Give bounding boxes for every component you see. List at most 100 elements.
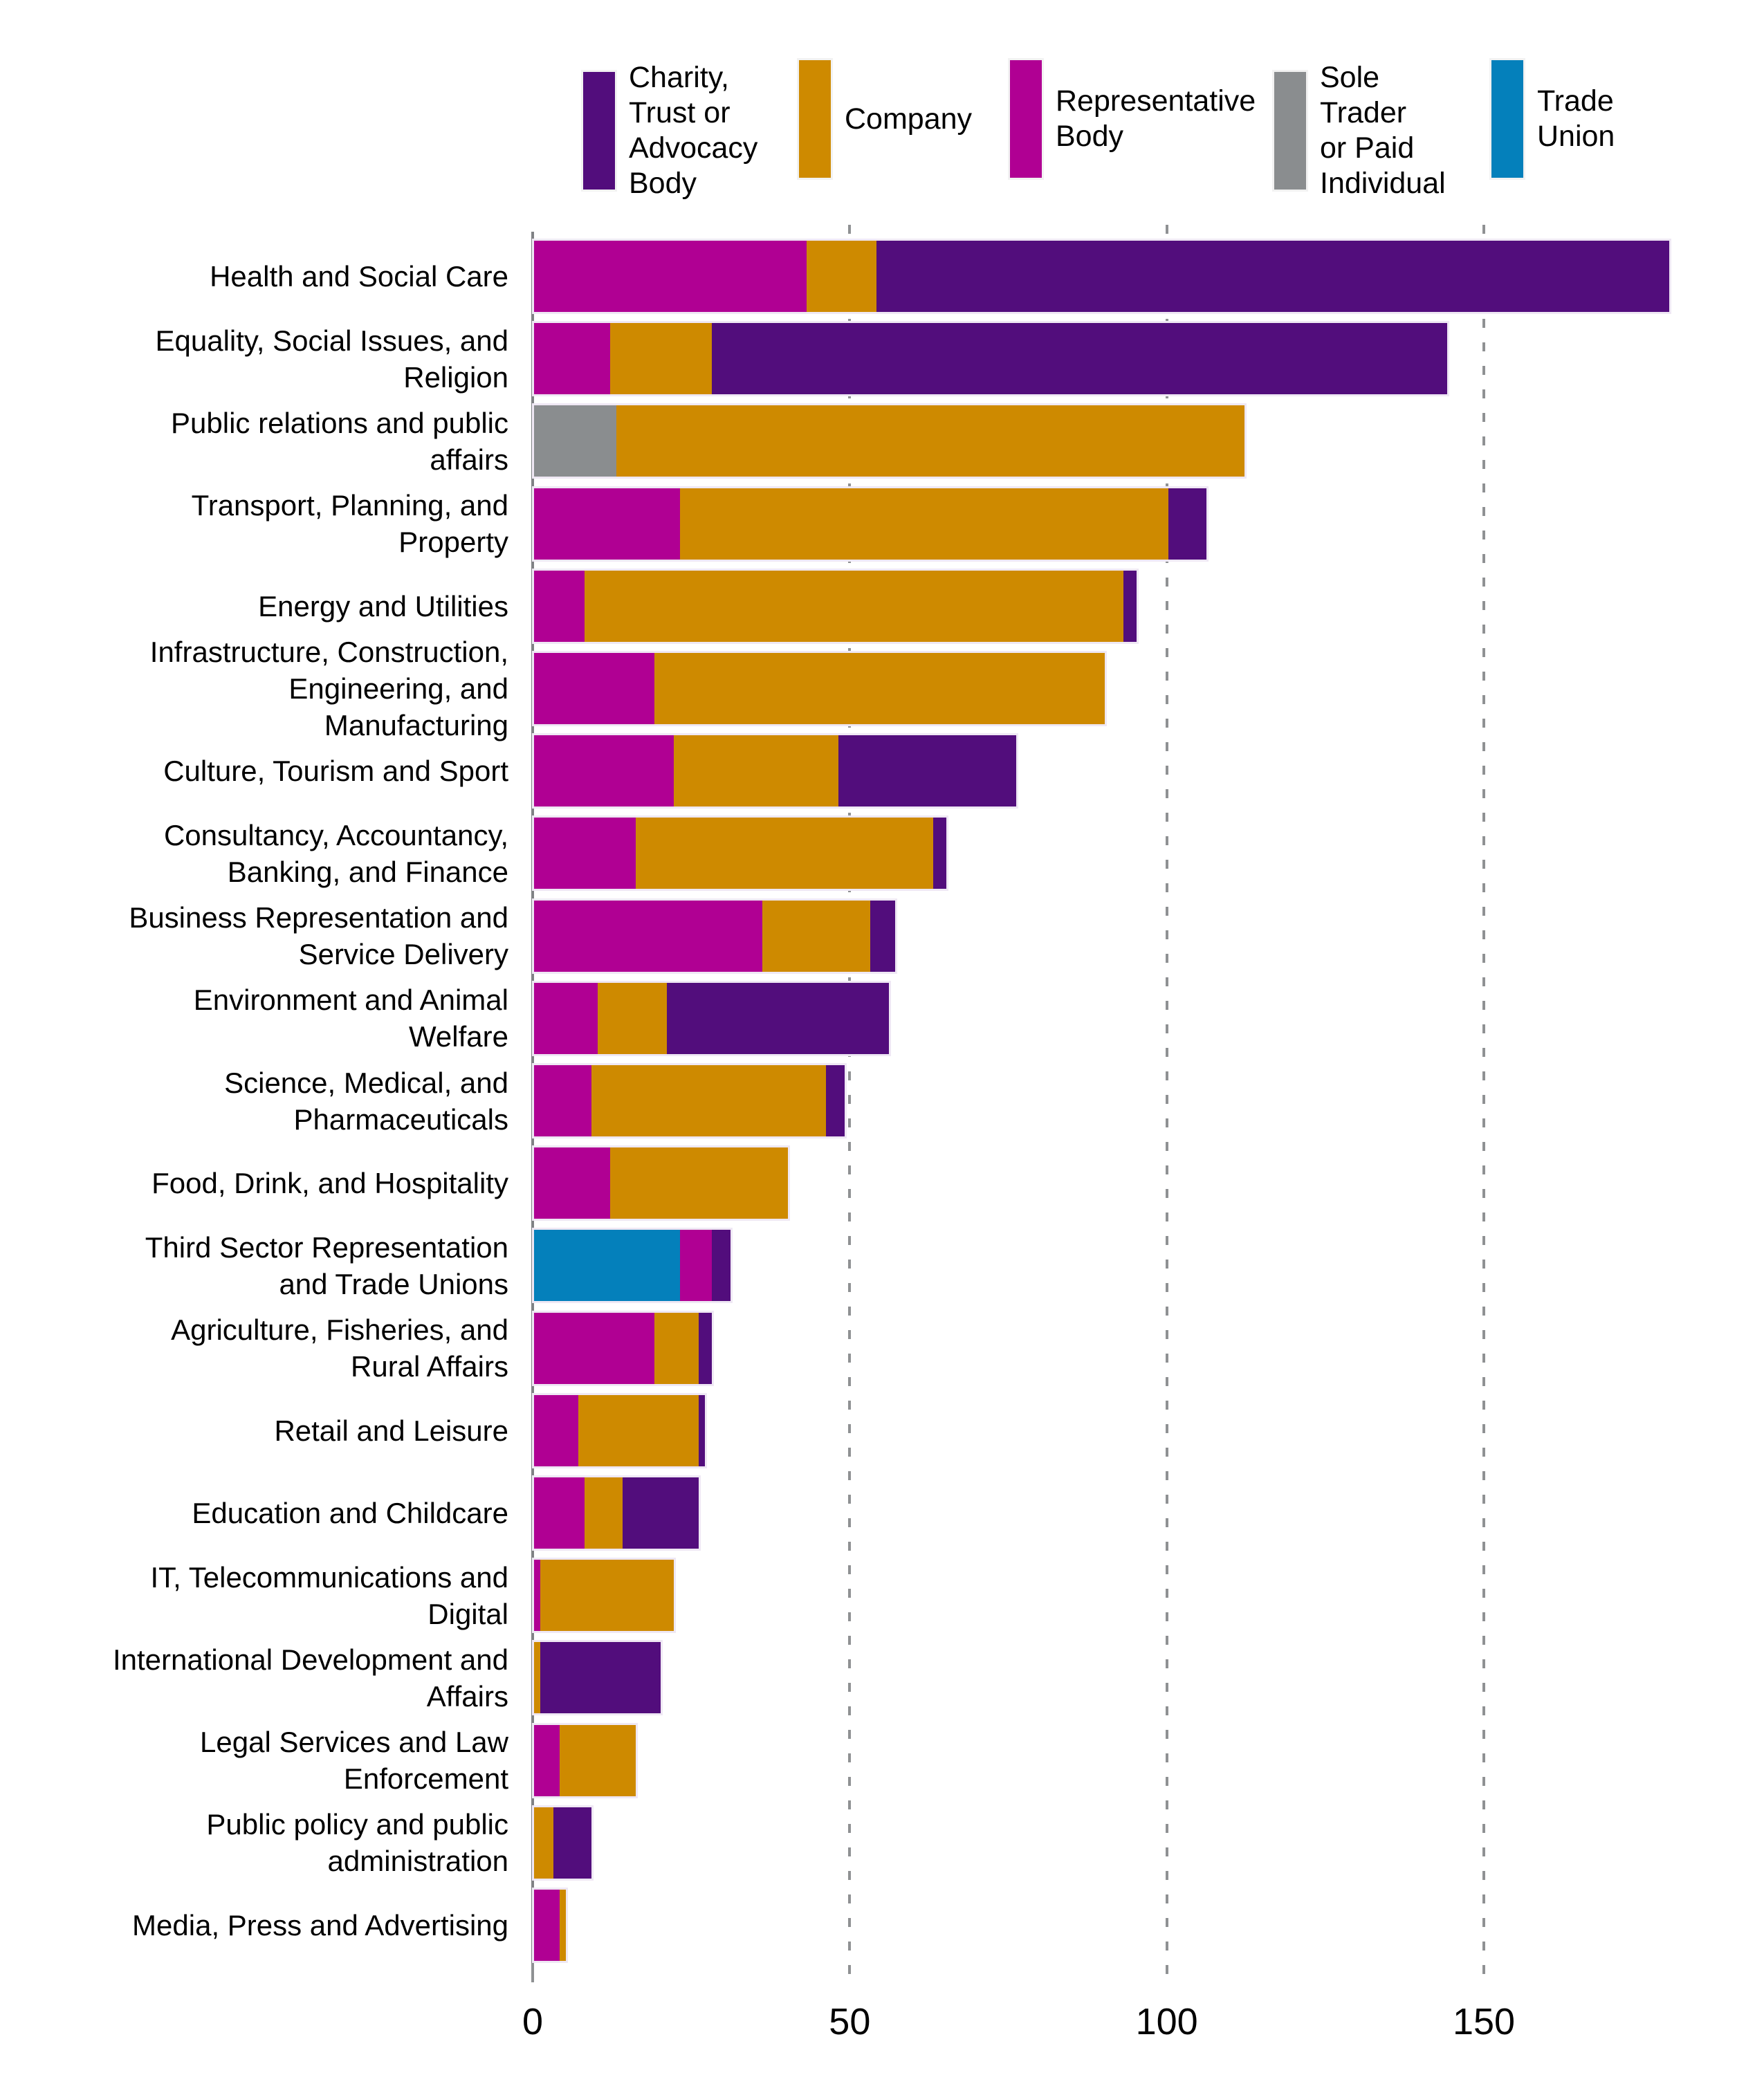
bar-business-representation-and-service-delivery [531,898,898,974]
legend-swatch-representative-body [1008,58,1044,180]
bar-segment-company [585,1477,623,1549]
bar-segment-company [807,241,876,312]
bar-segment-charity-trust-or-advocacy-body [699,1394,706,1466]
legend-item-representative-body: Representative Body [1008,58,1256,180]
y-axis-line [531,232,534,1963]
bar-segment-charity-trust-or-advocacy-body [1123,570,1137,642]
bar-segment-company [559,1890,566,1961]
bar-segment-sole-trader-or-paid-individual [534,405,617,477]
bar-media-press-and-advertising [532,1888,568,1963]
category-label-it-telecommunications-and-digital: IT, Telecommunications and Digital [150,1560,509,1630]
bar-segment-company [654,1312,699,1384]
bar-segment-company [673,735,838,807]
bar-segment-representative-body [534,323,610,395]
bar-culture-tourism-and-sport [532,733,1018,809]
bar-segment-charity-trust-or-advocacy-body [933,818,946,889]
category-label-media-press-and-advertising: Media, Press and Advertising [132,1909,508,1942]
bar-segment-company [578,1394,699,1466]
legend-swatch-sole-trader-or-paid-individual [1272,70,1308,192]
bar-energy-and-utilities [532,568,1139,644]
legend-item-trade-union: Trade Union [1489,58,1615,180]
legend-label: Charity, Trust or Advocacy Body [629,61,758,200]
bar-infrastructure-construction-engineering-and-manufacturing [532,651,1107,726]
category-label-food-drink-and-hospitality: Food, Drink, and Hospitality [151,1167,508,1200]
legend-swatch-charity-trust-or-advocacy-body [581,70,617,192]
bar-segment-company [679,488,1168,560]
bar-segment-representative-body [534,570,585,642]
legend-item-company: Company [797,58,973,180]
legend-label: Sole Trader or Paid Individual [1320,61,1446,200]
bar-segment-company [762,900,870,972]
legend-swatch-company [797,58,833,180]
bar-public-policy-and-public-administration [532,1805,594,1881]
bar-consultancy-accountancy-banking-and-finance [532,815,948,892]
category-label-culture-tourism-and-sport: Culture, Tourism and Sport [163,755,508,788]
category-label-consultancy-accountancy-banking-and-finance: Consultancy, Accountancy, Banking, and F… [163,818,508,888]
bar-segment-company [597,982,668,1054]
category-label-education-and-childcare: Education and Childcare [192,1497,508,1529]
category-label-equality-social-issues-and-religion: Equality, Social Issues, and Religion [155,324,508,394]
category-label-legal-services-and-law-enforcement: Legal Services and Law Enforcement [200,1726,508,1796]
category-label-energy-and-utilities: Energy and Utilities [258,589,508,622]
bar-segment-representative-body [534,1724,560,1796]
bar-segment-charity-trust-or-advocacy-body [623,1477,699,1549]
bar-segment-charity-trust-or-advocacy-body [553,1807,591,1879]
bar-legal-services-and-law-enforcement [532,1722,638,1798]
bar-education-and-childcare [531,1475,701,1551]
category-label-public-relations-and-public-affairs: Public relations and public affairs [171,406,508,476]
bar-segment-charity-trust-or-advocacy-body [699,1312,712,1384]
bar-segment-representative-body [679,1230,712,1302]
bar-segment-company [540,1560,674,1632]
bar-agriculture-fisheries-and-rural-affairs [532,1310,714,1386]
gridline-150 [1482,225,1485,1982]
bar-environment-and-animal-welfare [531,980,892,1056]
legend-label: Company [845,102,973,136]
x-tick-label-150: 150 [1452,2001,1516,2042]
bar-segment-representative-body [534,900,762,972]
legend-item-sole-trader-or-paid-individual: Sole Trader or Paid Individual [1272,60,1446,201]
bar-segment-trade-union [534,1230,680,1302]
bar-equality-social-issues-and-religion [532,321,1449,397]
bar-health-and-social-care [532,239,1671,314]
bar-segment-representative-body [534,1147,610,1219]
bar-segment-representative-body [534,1477,585,1549]
bar-segment-company [616,405,1244,477]
bar-international-development-and-affairs [531,1640,663,1716]
bar-it-telecommunications-and-digital [532,1558,676,1634]
bar-segment-representative-body [534,1065,591,1136]
category-label-environment-and-animal-welfare: Environment and Animal Welfare [193,984,508,1053]
bar-segment-charity-trust-or-advocacy-body [667,982,890,1054]
category-label-public-policy-and-public-administration: Public policy and public administration [206,1808,508,1878]
bar-segment-representative-body [534,653,655,724]
legend-label: Trade Union [1537,84,1615,153]
bar-segment-charity-trust-or-advocacy-body [870,900,896,972]
x-tick-label-100: 100 [1135,2001,1198,2042]
category-label-third-sector-representation-and-trade-unions: Third Sector Representation and Trade Un… [145,1230,508,1300]
bar-segment-representative-body [534,241,807,312]
x-tick-label-0: 0 [522,2001,544,2042]
bar-segment-company [635,818,934,889]
bar-segment-charity-trust-or-advocacy-body [711,1230,731,1302]
bar-segment-charity-trust-or-advocacy-body [540,1642,661,1714]
x-tick-label-50: 50 [829,2001,871,2042]
gridline-50 [848,225,852,1982]
category-label-agriculture-fisheries-and-rural-affairs: Agriculture, Fisheries, and Rural Affair… [171,1313,508,1383]
bar-segment-company [610,1147,788,1219]
bar-segment-company [534,1642,541,1714]
bar-segment-representative-body [534,982,598,1054]
bar-segment-charity-trust-or-advocacy-body [1168,488,1206,560]
x-axis-tick-0 [531,1963,534,1982]
category-label-science-medical-and-pharmaceuticals: Science, Medical, and Pharmaceuticals [224,1066,508,1136]
bar-segment-representative-body [534,1560,541,1632]
bar-segment-representative-body [534,1312,655,1384]
category-label-transport-planning-and-property: Transport, Planning, and Property [191,489,508,559]
bar-segment-charity-trust-or-advocacy-body [876,241,1669,312]
bar-retail-and-leisure [531,1392,708,1468]
category-label-retail-and-leisure: Retail and Leisure [274,1414,508,1447]
bar-segment-charity-trust-or-advocacy-body [711,323,1447,395]
bar-segment-company [559,1724,636,1796]
gridline-100 [1165,225,1168,1982]
bar-science-medical-and-pharmaceuticals [531,1063,847,1138]
bar-segment-charity-trust-or-advocacy-body [825,1065,845,1136]
legend-label: Representative Body [1056,84,1256,153]
